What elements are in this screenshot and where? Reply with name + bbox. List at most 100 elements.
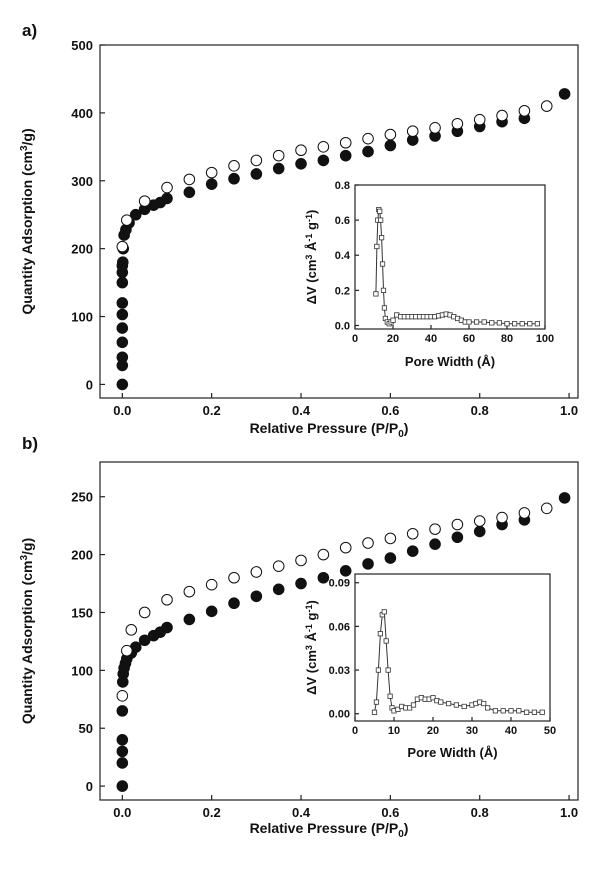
desorption-point [473,515,486,527]
adsorption-point [205,178,218,190]
adsorption-point [116,351,129,364]
inset-point [378,217,384,223]
main-plot-frame [99,461,579,801]
desorption-point [496,109,508,122]
label-part: -1 [304,624,314,632]
label-part: 3 [304,255,314,260]
inset-point [374,243,380,250]
label-part: Relative Pressure (P/P [250,820,399,836]
label-part: 3 [304,645,314,650]
inset-y-tick-label: 0.0 [335,320,350,332]
main-x-tick-label: 0.2 [203,403,221,418]
chart-panel-a: a)0.0 0.2 0.4 0.6 0.8 1.00100200300400500Quan… [19,21,579,440]
desorption-point [362,537,374,549]
adsorption-point [138,634,151,647]
desorption-point [183,585,196,598]
main-y-tick-label: 0 [86,377,93,392]
label-part: ) [404,820,409,836]
inset-x-axis-label: Pore Width (Å) [407,745,497,760]
label-part: ) [304,210,319,214]
inset-point [534,321,541,327]
adsorption-point [161,621,173,634]
inset-point [489,320,495,326]
inset-x-tick-label: 80 [501,333,513,345]
desorption-point [339,541,352,554]
main-plot-frame [99,44,579,399]
adsorption-point [317,571,330,584]
main-y-tick-label: 0 [86,779,93,794]
inset-point [519,321,525,327]
label-part: 0 [398,829,404,840]
inset-point [387,693,393,699]
inset-point [406,705,413,711]
adsorption-point [339,149,352,162]
inset-point [496,320,503,326]
inset-x-tick-label: 100 [536,333,554,345]
inset-x-tick-label: 0 [352,333,358,345]
inset-point [381,305,388,311]
main-y-tick-label: 150 [71,605,93,620]
inset-point [481,319,487,325]
main-x-tick-label: 0.8 [471,805,489,820]
desorption-point [250,566,263,578]
inset-y-tick-label: 0.2 [335,285,350,297]
main-x-tick-label: 0.8 [471,403,489,418]
label-part: ) [404,420,409,436]
label-part: Å [304,241,319,255]
inset-point [481,700,487,707]
adsorption-point [183,186,196,199]
inset-x-tick-label: 40 [425,333,437,345]
adsorption-point [116,336,129,349]
desorption-point [406,527,419,540]
desorption-point [205,166,218,179]
main-y-tick-label: 200 [71,548,93,563]
label-part: g [304,222,319,234]
inset-x-tick-label: 50 [544,725,556,737]
adsorption-point [183,613,196,626]
inset-point [430,695,436,701]
y-axis-label: Quantity Adsorption (cm3/g) [19,538,35,724]
desorption-point [121,644,133,657]
main-y-tick-label: 250 [71,490,93,505]
inset-x-tick-label: 30 [466,725,478,737]
inset-point [524,709,530,715]
series-1 [116,502,553,702]
adsorption-point [116,705,129,717]
label-part: -1 [304,214,314,222]
adsorption-point [250,590,263,603]
desorption-point [362,132,374,145]
inset-plot-frame [354,573,551,722]
adsorption-point [116,297,129,309]
adsorption-point [339,565,352,577]
main-y-tick-label: 400 [71,106,93,121]
main-x-tick-label: 0.0 [113,403,131,418]
main-y-tick-label: 100 [71,663,93,678]
inset-point [508,708,514,714]
inset-point [500,708,506,714]
label-part: g [304,612,319,624]
adsorption-point [451,531,464,544]
desorption-point [317,548,330,561]
inset-y-tick-label: 0.06 [329,621,350,633]
adsorption-point [406,545,419,557]
adsorption-point [429,538,441,550]
main-x-tick-label: 0.0 [113,805,131,820]
desorption-point [518,105,531,117]
label-part: Quantity Adsorption (cm [19,151,35,315]
inset-point [377,208,383,214]
label-part: -1 [304,234,314,242]
inset-point [539,709,545,715]
adsorption-point [473,525,486,538]
inset-point [531,709,538,715]
label-part: ) [304,600,319,604]
desorption-point [138,606,151,619]
adsorption-point [116,322,129,334]
adsorption-point [116,276,129,289]
label-part: ΔV (cm [304,650,319,695]
desorption-point [429,523,441,535]
adsorption-point [362,145,374,158]
inset-point [461,703,467,710]
inset-x-tick-label: 0 [352,725,358,737]
adsorption-point [116,378,129,391]
